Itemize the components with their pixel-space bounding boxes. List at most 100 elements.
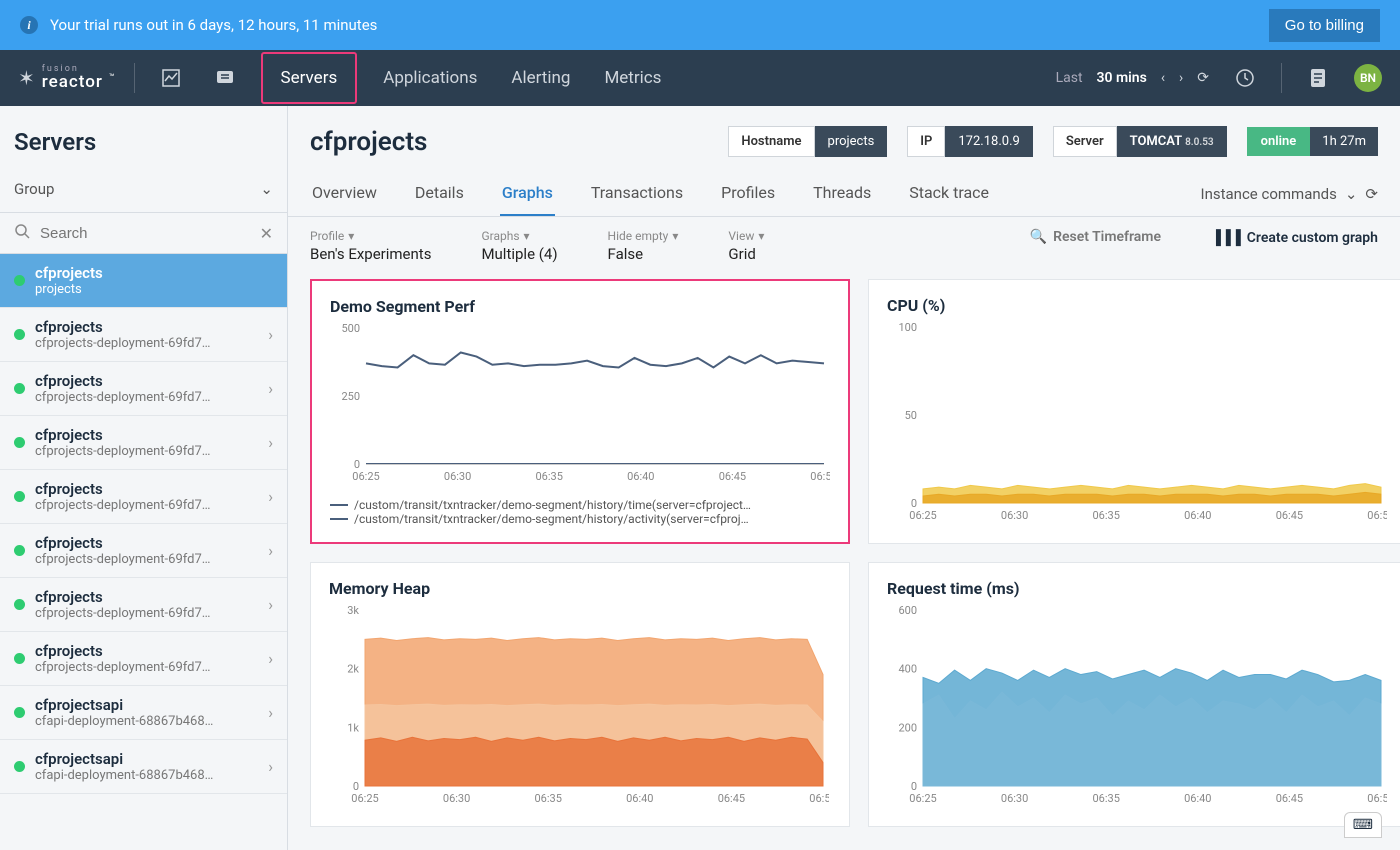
server-list: cfprojectsprojectscfprojectscfprojects-d… <box>0 254 287 850</box>
tab-stacktrace[interactable]: Stack trace <box>907 171 991 216</box>
svg-text:06:50: 06:50 <box>809 792 829 805</box>
document-icon[interactable] <box>1300 60 1336 96</box>
chevron-right-icon: › <box>268 649 273 668</box>
status-dot <box>14 545 25 556</box>
status-dot <box>14 383 25 394</box>
svg-text:50: 50 <box>905 409 917 422</box>
sidebar-title: Servers <box>0 106 287 166</box>
info-icon: i <box>20 16 38 34</box>
refresh-icon[interactable]: ⟳ <box>1197 70 1209 86</box>
svg-text:06:45: 06:45 <box>719 470 746 483</box>
refresh-icon[interactable]: ⟳ <box>1365 185 1378 203</box>
keyboard-icon[interactable]: ⌨ <box>1344 812 1382 838</box>
svg-text:06:25: 06:25 <box>909 509 936 522</box>
server-item[interactable]: cfprojectscfprojects-deployment-69fd7…› <box>0 578 287 632</box>
svg-text:1k: 1k <box>347 721 359 734</box>
svg-text:06:50: 06:50 <box>810 470 830 483</box>
nav-alerting[interactable]: Alerting <box>503 52 578 104</box>
svg-text:06:40: 06:40 <box>626 792 653 805</box>
avatar[interactable]: BN <box>1354 64 1382 92</box>
nav-applications[interactable]: Applications <box>375 52 485 104</box>
filter-hide-empty[interactable]: Hide empty ▾False <box>608 229 679 263</box>
svg-text:06:40: 06:40 <box>1184 509 1211 522</box>
reset-timeframe-button[interactable]: 🔍Reset Timeframe <box>1030 229 1161 245</box>
svg-text:600: 600 <box>898 606 917 617</box>
svg-text:06:30: 06:30 <box>1001 792 1028 805</box>
status-dot <box>14 653 25 664</box>
time-next-icon[interactable]: › <box>1179 70 1183 86</box>
svg-text:06:50: 06:50 <box>1367 792 1387 805</box>
status-dot <box>14 707 25 718</box>
server-item[interactable]: cfprojectscfprojects-deployment-69fd7…› <box>0 524 287 578</box>
status-dot <box>14 761 25 772</box>
svg-text:06:45: 06:45 <box>718 792 745 805</box>
svg-text:2k: 2k <box>347 663 359 676</box>
server-item[interactable]: cfprojectscfprojects-deployment-69fd7…› <box>0 416 287 470</box>
status-dot <box>14 599 25 610</box>
chat-icon[interactable] <box>207 60 243 96</box>
chart-demo-segment: Demo Segment Perf 025050006:2506:3006:35… <box>310 279 850 544</box>
server-item[interactable]: cfprojectsprojects <box>0 254 287 308</box>
create-custom-graph-button[interactable]: ▐▐▐Create custom graph <box>1211 229 1378 246</box>
nav-metrics[interactable]: Metrics <box>596 52 669 104</box>
server-item[interactable]: cfprojectscfprojects-deployment-69fd7…› <box>0 362 287 416</box>
time-prev-icon[interactable]: ‹ <box>1161 70 1165 86</box>
tab-profiles[interactable]: Profiles <box>719 171 777 216</box>
svg-text:06:40: 06:40 <box>1184 792 1211 805</box>
trial-bar: i Your trial runs out in 6 days, 12 hour… <box>0 0 1400 50</box>
filters: Profile ▾Ben's Experiments Graphs ▾Multi… <box>288 217 1400 275</box>
instance-commands[interactable]: Instance commands⌄⟳ <box>1201 185 1379 203</box>
search-icon <box>14 223 30 243</box>
logo-icon: ✶ <box>18 66 36 90</box>
hostname-pill: Hostnameprojects <box>728 126 887 157</box>
svg-text:3k: 3k <box>347 606 359 617</box>
chart-icon[interactable] <box>153 60 189 96</box>
clock-icon[interactable] <box>1227 60 1263 96</box>
logo[interactable]: ✶ fusionreactor ™ <box>18 65 116 91</box>
svg-text:06:25: 06:25 <box>352 470 379 483</box>
svg-text:06:35: 06:35 <box>1092 792 1119 805</box>
server-item[interactable]: cfprojectscfprojects-deployment-69fd7…› <box>0 308 287 362</box>
chevron-right-icon: › <box>268 433 273 452</box>
tab-details[interactable]: Details <box>413 171 466 216</box>
tab-threads[interactable]: Threads <box>811 171 873 216</box>
svg-text:06:35: 06:35 <box>535 470 562 483</box>
chevron-right-icon: › <box>268 703 273 722</box>
svg-text:06:40: 06:40 <box>627 470 654 483</box>
chart-request-time: Request time (ms) 020040060006:2506:3006… <box>868 562 1400 827</box>
tab-transactions[interactable]: Transactions <box>589 171 685 216</box>
svg-text:06:30: 06:30 <box>1001 509 1028 522</box>
search-input[interactable] <box>40 225 250 242</box>
bars-icon: ▐▐▐ <box>1211 229 1241 246</box>
server-item[interactable]: cfprojectscfprojects-deployment-69fd7…› <box>0 632 287 686</box>
chevron-right-icon: › <box>268 325 273 344</box>
filter-graphs[interactable]: Graphs ▾Multiple (4) <box>481 229 557 263</box>
status-dot <box>14 275 25 286</box>
status-badge: online <box>1247 127 1311 156</box>
tab-graphs[interactable]: Graphs <box>500 171 555 216</box>
server-item[interactable]: cfprojectsapicfapi-deployment-68867b468…… <box>0 740 287 794</box>
time-range[interactable]: Last 30 mins ‹ › ⟳ <box>1056 70 1209 86</box>
filter-profile[interactable]: Profile ▾Ben's Experiments <box>310 229 431 263</box>
go-to-billing-button[interactable]: Go to billing <box>1269 9 1380 42</box>
search-icon: 🔍 <box>1030 229 1047 245</box>
svg-text:06:50: 06:50 <box>1367 509 1387 522</box>
server-item[interactable]: cfprojectscfprojects-deployment-69fd7…› <box>0 470 287 524</box>
tab-overview[interactable]: Overview <box>310 171 379 216</box>
svg-text:06:45: 06:45 <box>1276 509 1303 522</box>
chevron-right-icon: › <box>268 595 273 614</box>
nav-servers[interactable]: Servers <box>261 52 358 104</box>
svg-text:100: 100 <box>898 323 917 334</box>
group-selector[interactable]: Group ⌄ <box>0 166 287 213</box>
status-dot <box>14 329 25 340</box>
clear-search-icon[interactable]: ✕ <box>260 224 273 243</box>
filter-view[interactable]: View ▾Grid <box>728 229 764 263</box>
status-dot <box>14 491 25 502</box>
chart-cpu: CPU (%) 05010006:2506:3006:3506:4006:450… <box>868 279 1400 544</box>
svg-text:06:25: 06:25 <box>909 792 936 805</box>
tabs: Overview Details Graphs Transactions Pro… <box>288 171 1400 217</box>
chevron-right-icon: › <box>268 541 273 560</box>
uptime-badge: 1h 27m <box>1310 127 1378 156</box>
server-item[interactable]: cfprojectsapicfapi-deployment-68867b468…… <box>0 686 287 740</box>
chevron-right-icon: › <box>268 487 273 506</box>
